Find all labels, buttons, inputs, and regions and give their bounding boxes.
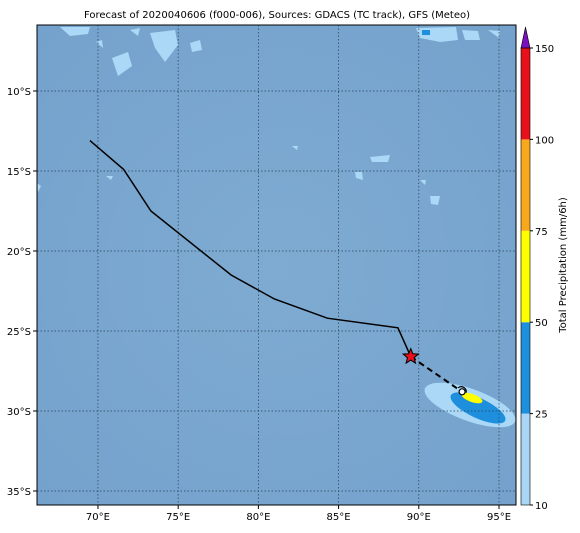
y-tick-label: 15°S [7, 167, 31, 178]
colorbar-tick-label: 100 [535, 135, 554, 146]
colorbar-segment [521, 139, 530, 231]
y-tick-label: 35°S [7, 487, 31, 498]
moderate-rain [422, 30, 430, 35]
moderate-rain [450, 392, 506, 424]
forecast-position [458, 388, 466, 396]
x-tick-label: 85°E [327, 512, 351, 523]
x-tick-label: 70°E [86, 512, 110, 523]
y-tick-label: 25°S [7, 327, 31, 338]
x-tick-label: 80°E [246, 512, 270, 523]
colorbar-tick-label: 150 [535, 44, 554, 55]
cyclone-symbol [457, 386, 467, 393]
colorbar-segment [521, 322, 530, 414]
y-tick-label: 20°S [7, 247, 31, 258]
colorbar-segment [521, 48, 530, 140]
current-position [401, 347, 420, 365]
map-background [37, 25, 516, 505]
x-tick-label: 90°E [407, 512, 431, 523]
precip-areas [37, 27, 516, 428]
x-tick-label: 95°E [487, 512, 511, 523]
colorbar-extend [520, 26, 531, 49]
colorbar-segment [521, 413, 530, 505]
forecast-track [410, 355, 463, 393]
colorbar-tick-label: 10 [535, 501, 548, 512]
y-tick-label: 30°S [7, 407, 31, 418]
map-frame [36, 24, 517, 506]
title: Forecast of 2020040606 (f000-006), Sourc… [84, 10, 470, 21]
colorbar-frame [520, 47, 531, 506]
colorbar-label: Total Precipitation (mm/6h) [558, 197, 569, 334]
colorbar-tick-label: 50 [535, 318, 548, 329]
colorbar-tick-label: 25 [535, 410, 548, 421]
colorbar-tick-label: 75 [535, 227, 548, 238]
colorbar-segment [521, 230, 530, 323]
light-rain [37, 27, 500, 205]
track-line [89, 140, 412, 357]
x-tick-label: 75°E [166, 512, 190, 523]
y-tick-label: 10°S [7, 87, 31, 98]
heavy-rain [461, 392, 483, 404]
